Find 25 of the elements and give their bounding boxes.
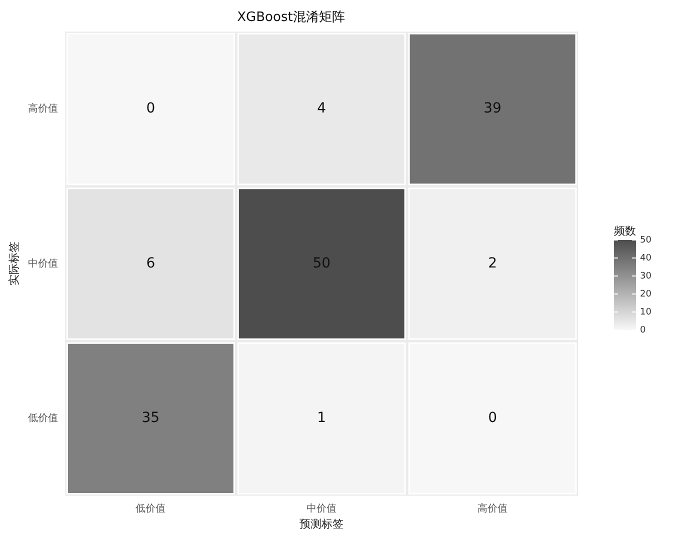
color-bar-label: 40 xyxy=(640,253,652,264)
data-label: 1 xyxy=(317,410,326,426)
color-bar-label: 30 xyxy=(640,271,652,282)
data-label: 2 xyxy=(488,255,497,272)
color-bar-label: 50 xyxy=(640,235,652,246)
data-label: 35 xyxy=(142,410,160,426)
x-tick-label: 中价值 xyxy=(306,502,337,514)
y-tick-label: 中价值 xyxy=(28,257,58,270)
color-bar-title: 频数 xyxy=(614,224,636,238)
x-tick-label: 低价值 xyxy=(136,502,166,514)
x-tick-label: 高价值 xyxy=(478,502,508,514)
data-label: 4 xyxy=(317,100,326,117)
data-label: 6 xyxy=(146,255,156,272)
y-tick-label: 高价值 xyxy=(28,102,58,115)
data-label: 50 xyxy=(312,255,331,272)
color-bar-label: 10 xyxy=(640,307,652,318)
y-axis-title: 实际标签 xyxy=(7,242,20,286)
chart-title: XGBoost混淆矩阵 xyxy=(237,10,345,26)
y-tick-label: 低价值 xyxy=(28,412,58,424)
color-bar-label: 0 xyxy=(640,325,646,336)
x-axis-title: 预测标签 xyxy=(300,517,344,530)
data-label: 0 xyxy=(146,100,156,117)
data-label: 0 xyxy=(488,410,497,426)
color-bar-label: 20 xyxy=(640,289,652,300)
data-label: 39 xyxy=(484,100,502,117)
